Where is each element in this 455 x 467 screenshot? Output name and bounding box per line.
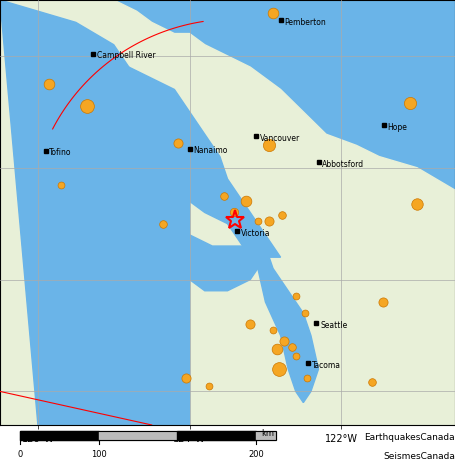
Polygon shape [250,235,318,403]
Text: Seattle: Seattle [320,321,347,330]
Bar [256,432,276,440]
Polygon shape [0,0,455,425]
Text: Nanaimo: Nanaimo [193,146,228,155]
Text: Hope: Hope [388,123,407,132]
Text: Tofino: Tofino [49,149,72,157]
Text: Vancouver: Vancouver [260,134,300,143]
Text: EarthquakesCanada: EarthquakesCanada [364,433,455,442]
Text: Tacoma: Tacoma [312,361,341,370]
Text: km: km [261,429,274,438]
Polygon shape [0,0,190,425]
Bar [20,432,276,440]
Text: Victoria: Victoria [241,229,271,238]
Bar [99,432,177,440]
Polygon shape [0,34,235,246]
Polygon shape [129,67,281,257]
Bar [20,432,99,440]
Text: 100: 100 [91,450,106,459]
Text: 0: 0 [17,450,22,459]
Text: Abbotsford: Abbotsford [322,160,364,169]
Bar [177,432,256,440]
Text: SeismesCanada: SeismesCanada [383,452,455,461]
Polygon shape [136,212,265,291]
Text: Pemberton: Pemberton [284,18,326,27]
Text: Campbell River: Campbell River [97,51,156,60]
Text: 200: 200 [248,450,264,459]
